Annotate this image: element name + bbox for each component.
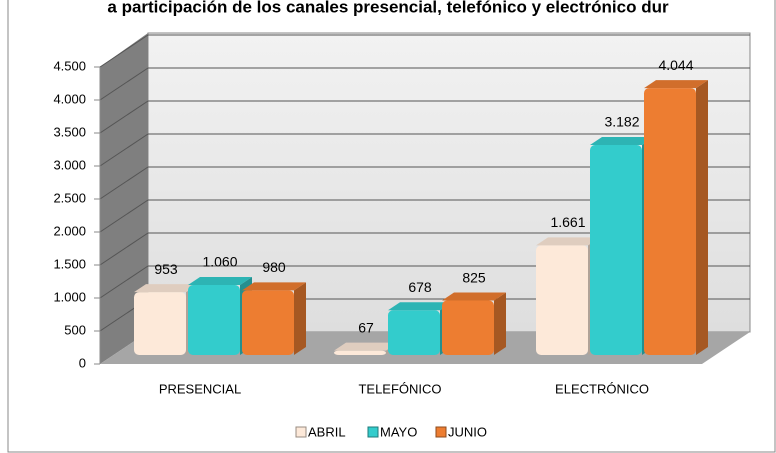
- data-label: 4.044: [658, 57, 693, 73]
- bar-top: [536, 237, 600, 246]
- x-tick-label: PRESENCIAL: [159, 381, 241, 396]
- bar-side: [494, 292, 506, 355]
- bar-side: [696, 80, 708, 355]
- bar-front: [536, 245, 588, 355]
- grid-line: [99, 232, 149, 266]
- bar-top: [590, 136, 654, 145]
- y-tick-label: 1.500: [53, 256, 86, 271]
- bar-top: [242, 282, 306, 291]
- bar: [644, 80, 708, 355]
- bar: [242, 282, 306, 355]
- legend-swatch: [295, 426, 307, 438]
- bar-top: [134, 284, 198, 293]
- bar-front: [590, 144, 642, 355]
- y-tick-label: 4.500: [53, 58, 86, 73]
- legend-label: MAYO: [380, 424, 417, 439]
- grid-line: [99, 100, 149, 134]
- bar-front: [644, 88, 696, 355]
- legend-label: JUNIO: [448, 424, 487, 439]
- grid-line: [99, 67, 149, 101]
- bar: [442, 292, 506, 355]
- bar-front: [242, 290, 294, 355]
- legend-label: ABRIL: [308, 424, 346, 439]
- bar: [334, 342, 398, 355]
- data-label: 953: [154, 261, 178, 277]
- chart-title: a participación de los canales presencia…: [107, 0, 669, 16]
- legend-swatch: [435, 426, 447, 438]
- bar-front: [134, 292, 186, 355]
- grid-line: [99, 133, 149, 167]
- bar-top: [188, 277, 252, 286]
- y-tick-label: 3.000: [53, 157, 86, 172]
- side-wall: [100, 33, 148, 364]
- bar-front: [442, 300, 494, 355]
- bar-front: [188, 285, 240, 355]
- bar-top: [388, 302, 452, 311]
- grid-line: [99, 199, 149, 233]
- data-label: 3.182: [604, 114, 639, 130]
- data-label: 67: [358, 319, 374, 335]
- y-tick-label: 3.500: [53, 124, 86, 139]
- data-label: 678: [408, 279, 432, 295]
- bar-top: [644, 80, 708, 89]
- bar-front: [334, 350, 386, 355]
- x-tick-label: TELEFÓNICO: [358, 381, 441, 396]
- bar-front: [388, 310, 440, 355]
- bar-top: [442, 292, 506, 301]
- data-label: 825: [462, 269, 486, 285]
- bar-side: [294, 282, 306, 355]
- y-tick-label: 4.000: [53, 91, 86, 106]
- data-label: 1.060: [202, 254, 237, 270]
- grid-line: [99, 166, 149, 200]
- data-label: 1.661: [550, 214, 585, 230]
- y-tick-label: 500: [64, 322, 86, 337]
- grid-line: [99, 265, 149, 299]
- y-tick-label: 0: [79, 355, 86, 370]
- data-label: 980: [262, 259, 286, 275]
- y-tick-label: 2.500: [53, 190, 86, 205]
- x-tick-label: ELECTRÓNICO: [555, 381, 649, 396]
- y-tick-label: 2.000: [53, 223, 86, 238]
- y-tick-label: 1.000: [53, 289, 86, 304]
- legend-swatch: [367, 426, 379, 438]
- grid-line: [99, 34, 149, 68]
- bar-top: [334, 342, 398, 351]
